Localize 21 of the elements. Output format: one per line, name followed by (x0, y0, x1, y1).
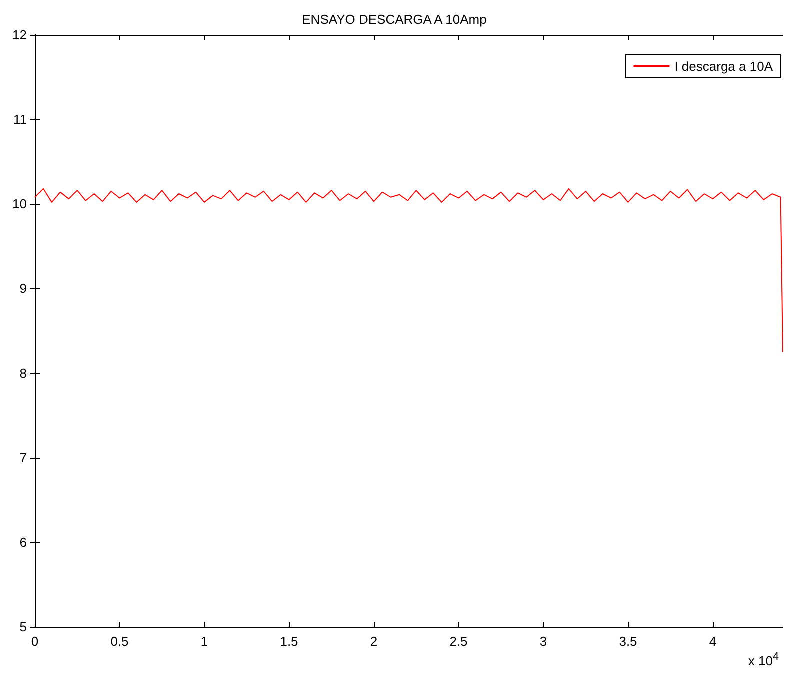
y-tick-label: 11 (14, 112, 27, 128)
y-tick-label: 6 (20, 534, 27, 550)
x-tick-label: 1.5 (280, 634, 298, 649)
x-tick-label: 4 (709, 634, 717, 649)
x-tick-label: 2.5 (450, 634, 468, 649)
x-tick-label: 0.5 (110, 634, 129, 649)
y-tick-label: 10 (12, 196, 27, 212)
legend-label: I descarga a 10A (674, 59, 774, 74)
x-tick-label: 2 (370, 634, 378, 649)
chart-title: ENSAYO DESCARGA A 10Amp (302, 12, 487, 27)
y-tick-label: 9 (20, 281, 27, 296)
x-tick-label: 3 (540, 634, 548, 649)
y-tick-label: 12 (12, 28, 27, 42)
line-series (34, 188, 784, 353)
y-tick-label: 8 (20, 366, 27, 381)
text: x 10$^{4}$ (748, 650, 779, 668)
x-tick-label: 1 (200, 634, 208, 649)
x-tick-label: 0 (31, 634, 39, 649)
y-tick-label: 5 (20, 620, 27, 634)
x-tick-label: 3.5 (619, 634, 638, 649)
y-tick-label: 7 (20, 450, 27, 466)
